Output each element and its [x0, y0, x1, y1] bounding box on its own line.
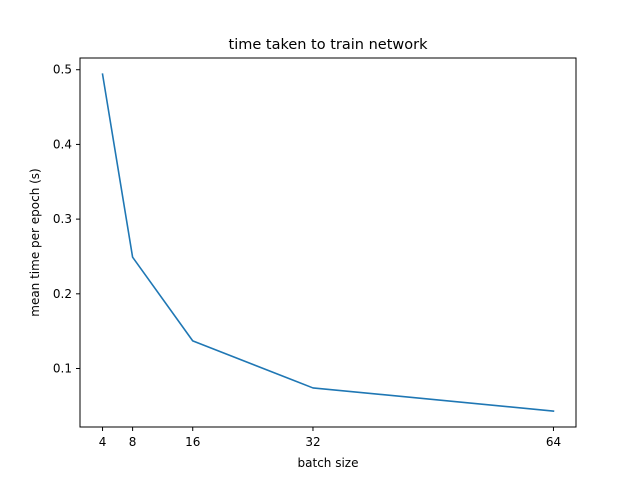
y-tick-label: 0.2 — [53, 287, 72, 301]
plot-frame — [79, 57, 577, 428]
y-tick-label: 0.4 — [53, 137, 72, 151]
y-axis-label: mean time per epoch (s) — [28, 168, 42, 317]
x-axis-ticks: 4 8 16 32 64 — [99, 427, 561, 449]
y-tick-label: 0.5 — [53, 63, 72, 77]
y-tick-label: 0.3 — [53, 212, 72, 226]
chart-title: time taken to train network — [229, 37, 429, 53]
x-tick-label: 32 — [305, 435, 320, 449]
x-tick-label: 16 — [185, 435, 200, 449]
x-axis-label: batch size — [298, 456, 359, 470]
series-line-0 — [101, 73, 555, 412]
x-tick-label: 4 — [99, 435, 107, 449]
x-tick-label: 8 — [129, 435, 137, 449]
series-layer — [101, 73, 555, 412]
x-tick-label: 64 — [546, 435, 561, 449]
y-axis-ticks: 0.1 0.2 0.3 0.4 0.5 — [53, 63, 80, 376]
y-tick-label: 0.1 — [53, 362, 72, 376]
